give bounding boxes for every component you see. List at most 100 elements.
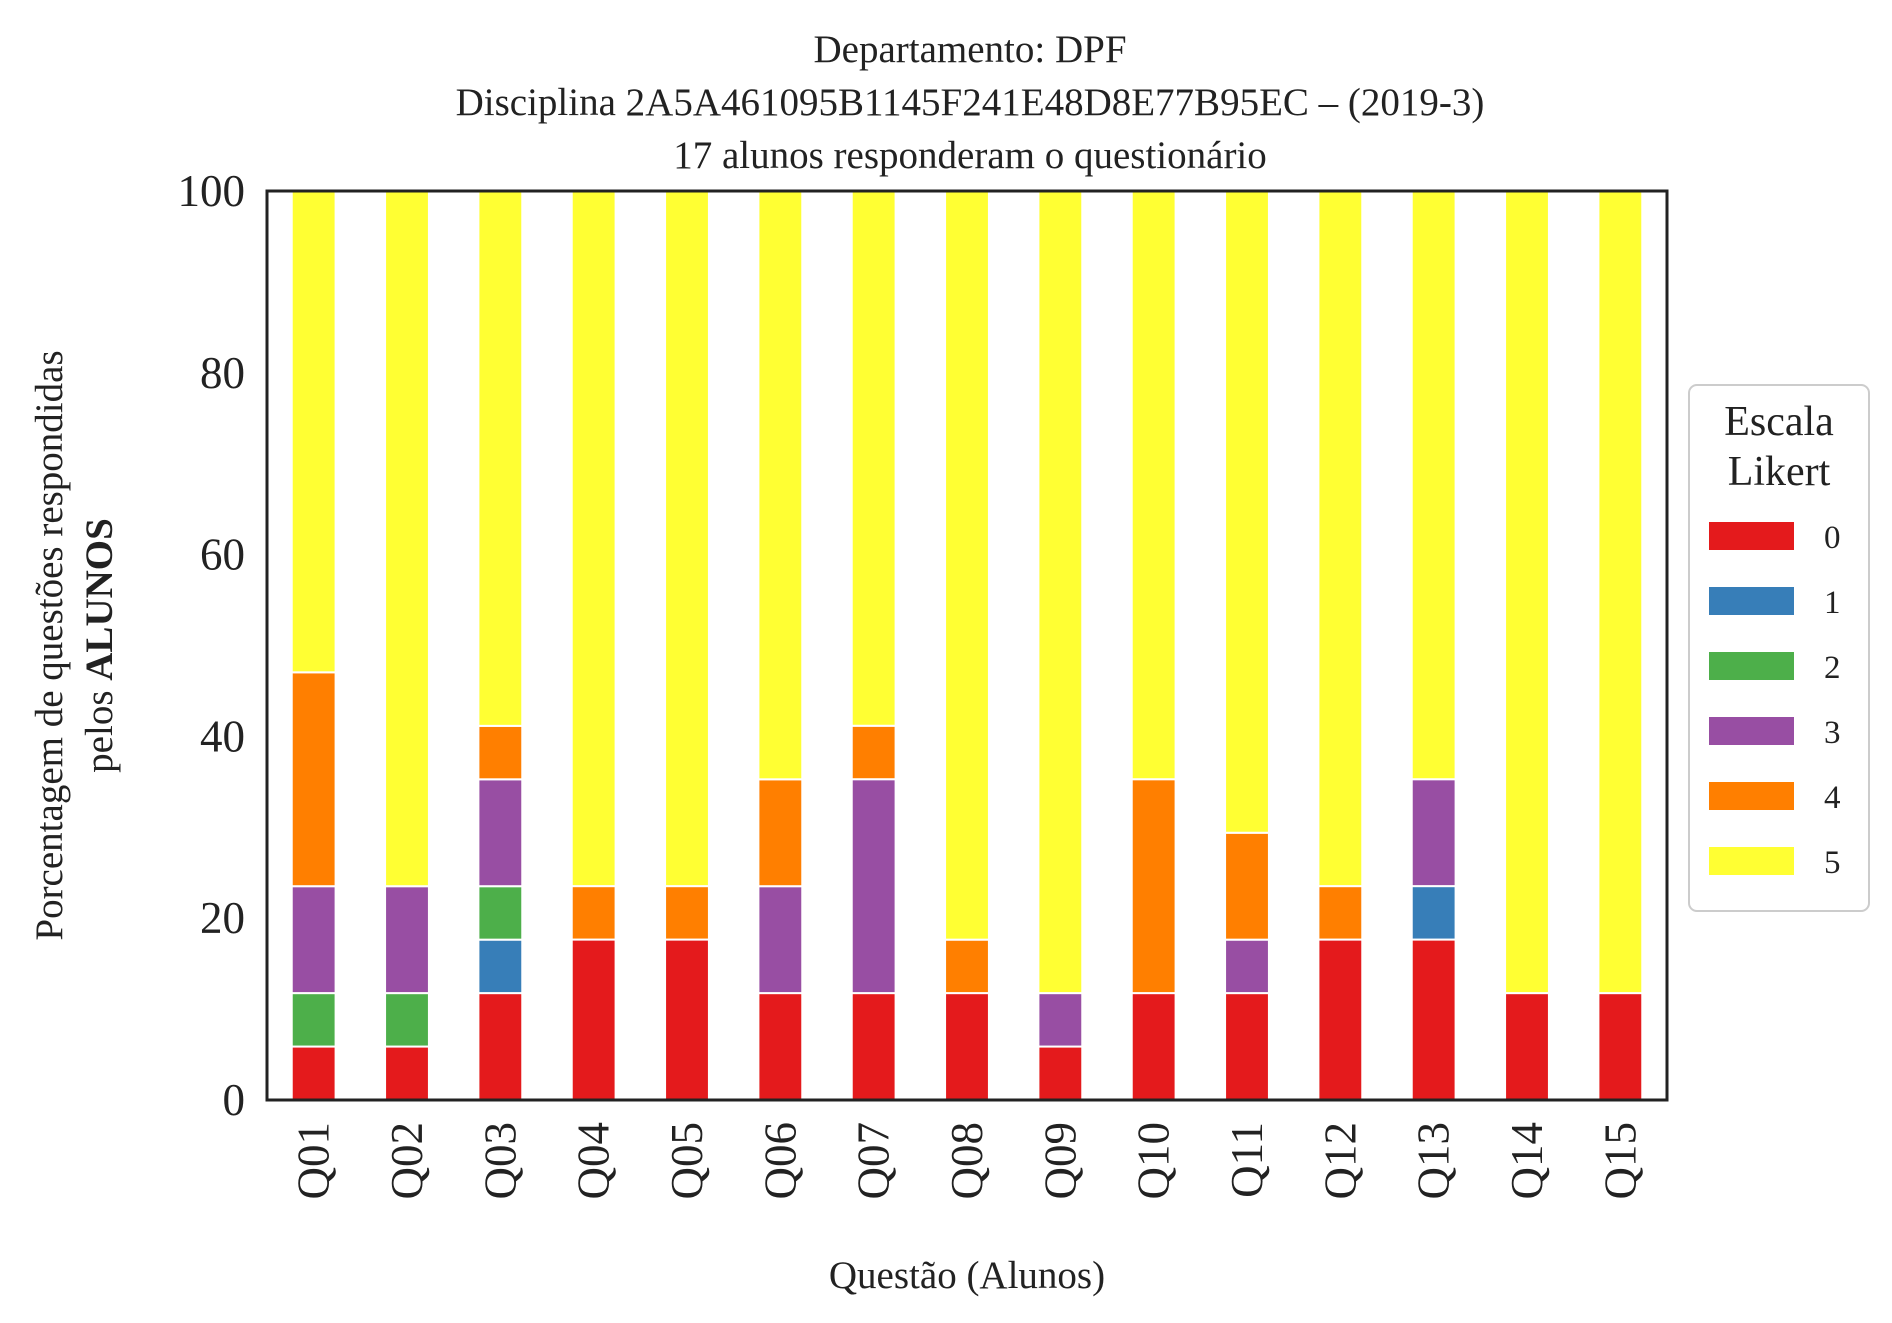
x-tick-label-q04: Q04 bbox=[569, 1122, 619, 1200]
bar-q01-likert-0 bbox=[290, 1045, 337, 1101]
bar-q06-likert-4 bbox=[757, 778, 804, 888]
title-line-3: 17 alunos responderam o questionário bbox=[673, 134, 1267, 177]
legend-label-2: 2 bbox=[1824, 650, 1841, 686]
bar-q10-likert-4 bbox=[1130, 778, 1177, 995]
x-tick-label-q07: Q07 bbox=[849, 1122, 899, 1200]
bar-q02-likert-5 bbox=[384, 190, 430, 888]
y-axis-label-line-2: pelos ALUNOS bbox=[78, 518, 121, 773]
legend-title-line-1: Escala bbox=[1724, 399, 1834, 445]
legend-label-0: 0 bbox=[1824, 520, 1841, 556]
bar-q10-likert-5 bbox=[1130, 190, 1177, 781]
bar-q07-likert-0 bbox=[850, 992, 897, 1102]
bar-q05-likert-4 bbox=[664, 885, 710, 941]
bar-q06-likert-3 bbox=[757, 885, 804, 995]
y-tick-label-60: 60 bbox=[200, 530, 245, 580]
y-axis-label-line-1: Porcentagem de questões respondidas bbox=[28, 350, 71, 940]
y-axis-label-bold: ALUNOS bbox=[78, 518, 121, 681]
x-tick-label-q03: Q03 bbox=[475, 1122, 525, 1200]
bar-q13-likert-1 bbox=[1410, 885, 1457, 941]
y-tick-label-40: 40 bbox=[200, 711, 245, 761]
bar-q07-likert-4 bbox=[850, 724, 897, 781]
legend-label-4: 4 bbox=[1824, 780, 1841, 816]
bar-q04-likert-0 bbox=[570, 938, 617, 1102]
legend-label-5: 5 bbox=[1824, 845, 1841, 881]
bar-q04-likert-5 bbox=[570, 190, 617, 888]
bar-q13-likert-5 bbox=[1410, 190, 1457, 781]
legend-label-1: 1 bbox=[1824, 585, 1841, 621]
bar-q08-likert-5 bbox=[944, 190, 990, 941]
bar-q01-likert-5 bbox=[290, 190, 337, 674]
bar-q07-likert-5 bbox=[850, 190, 897, 727]
bar-q08-likert-4 bbox=[944, 938, 990, 995]
bar-q02-likert-3 bbox=[384, 885, 430, 995]
legend-swatch-0 bbox=[1709, 522, 1794, 550]
x-tick-label-q06: Q06 bbox=[755, 1122, 805, 1200]
y-tick-label-80: 80 bbox=[200, 348, 245, 398]
x-tick-label-q01: Q01 bbox=[289, 1122, 339, 1200]
x-tick-label-q08: Q08 bbox=[942, 1122, 992, 1200]
bar-q05-likert-5 bbox=[664, 190, 710, 888]
x-tick-label-q10: Q10 bbox=[1129, 1122, 1179, 1200]
x-tick-label-q09: Q09 bbox=[1035, 1122, 1085, 1200]
bar-q15-likert-5 bbox=[1597, 190, 1644, 995]
bar-q14-likert-5 bbox=[1504, 190, 1550, 995]
y-tick-label-20: 20 bbox=[200, 893, 245, 943]
y-axis-ticks: 0 20 40 60 80 100 bbox=[178, 166, 246, 1125]
x-tick-label-q11: Q11 bbox=[1222, 1122, 1272, 1198]
bar-q07-likert-3 bbox=[850, 778, 897, 995]
bar-q09-likert-3 bbox=[1037, 992, 1084, 1048]
bar-q03-likert-1 bbox=[477, 938, 524, 995]
bar-q11-likert-4 bbox=[1224, 831, 1270, 941]
y-tick-label-0: 0 bbox=[223, 1075, 246, 1125]
bar-q06-likert-0 bbox=[757, 992, 804, 1102]
bar-q02-likert-0 bbox=[384, 1045, 430, 1101]
legend-swatch-3 bbox=[1709, 717, 1794, 745]
x-axis-label: Questão (Alunos) bbox=[829, 1254, 1105, 1297]
legend-label-3: 3 bbox=[1824, 715, 1841, 751]
y-tick-label-100: 100 bbox=[178, 166, 246, 216]
bar-q13-likert-3 bbox=[1410, 778, 1457, 888]
plot-frame bbox=[265, 189, 1669, 1102]
legend-title-line-2: Likert bbox=[1728, 449, 1831, 495]
legend-swatch-5 bbox=[1709, 847, 1794, 875]
bar-q11-likert-5 bbox=[1224, 190, 1270, 834]
x-axis-ticks: Q01 Q02 Q03 Q04 Q05 Q06 Q07 Q08 Q09 Q10 Q11 Q12 Q13 Q… bbox=[289, 1122, 1646, 1200]
legend-items: 0 1 2 3 4 5 bbox=[1709, 520, 1841, 881]
bar-q03-likert-5 bbox=[477, 190, 524, 727]
bar-q06-likert-5 bbox=[757, 190, 804, 781]
bar-q08-likert-0 bbox=[944, 992, 990, 1102]
bar-q04-likert-4 bbox=[570, 885, 617, 941]
legend-swatch-2 bbox=[1709, 652, 1794, 680]
bar-q12-likert-4 bbox=[1317, 885, 1364, 941]
bar-q09-likert-0 bbox=[1037, 1045, 1084, 1101]
legend: Escala Likert 0 1 2 3 4 5 bbox=[1688, 384, 1870, 912]
bar-q12-likert-0 bbox=[1317, 938, 1364, 1102]
chart-title: Departamento: DPF Disciplina 2A5A461095B… bbox=[456, 28, 1485, 177]
x-tick-label-q13: Q13 bbox=[1409, 1122, 1459, 1200]
bar-q11-likert-0 bbox=[1224, 992, 1270, 1102]
bar-q03-likert-3 bbox=[477, 778, 524, 888]
bar-q13-likert-0 bbox=[1410, 938, 1457, 1102]
bar-q03-likert-4 bbox=[477, 724, 524, 781]
x-tick-label-q05: Q05 bbox=[662, 1122, 712, 1200]
x-tick-label-q02: Q02 bbox=[382, 1122, 432, 1200]
bars-layer bbox=[290, 190, 1644, 1102]
legend-swatch-4 bbox=[1709, 782, 1794, 810]
bar-q14-likert-0 bbox=[1504, 992, 1550, 1102]
bar-q15-likert-0 bbox=[1597, 992, 1644, 1102]
bar-q09-likert-5 bbox=[1037, 190, 1084, 995]
bar-q03-likert-0 bbox=[477, 992, 524, 1102]
bar-q01-likert-2 bbox=[290, 992, 337, 1048]
bar-q10-likert-0 bbox=[1130, 992, 1177, 1102]
y-axis-label: Porcentagem de questões respondidas pelo… bbox=[28, 350, 121, 940]
bar-q12-likert-5 bbox=[1317, 190, 1364, 888]
bar-q02-likert-2 bbox=[384, 992, 430, 1048]
legend-swatch-1 bbox=[1709, 587, 1794, 615]
bar-q05-likert-0 bbox=[664, 938, 710, 1102]
title-line-1: Departamento: DPF bbox=[813, 28, 1126, 71]
x-tick-label-q15: Q15 bbox=[1595, 1122, 1645, 1200]
bar-q11-likert-3 bbox=[1224, 938, 1270, 995]
title-line-2: Disciplina 2A5A461095B1145F241E48D8E77B9… bbox=[456, 81, 1485, 124]
bar-q01-likert-3 bbox=[290, 885, 337, 995]
